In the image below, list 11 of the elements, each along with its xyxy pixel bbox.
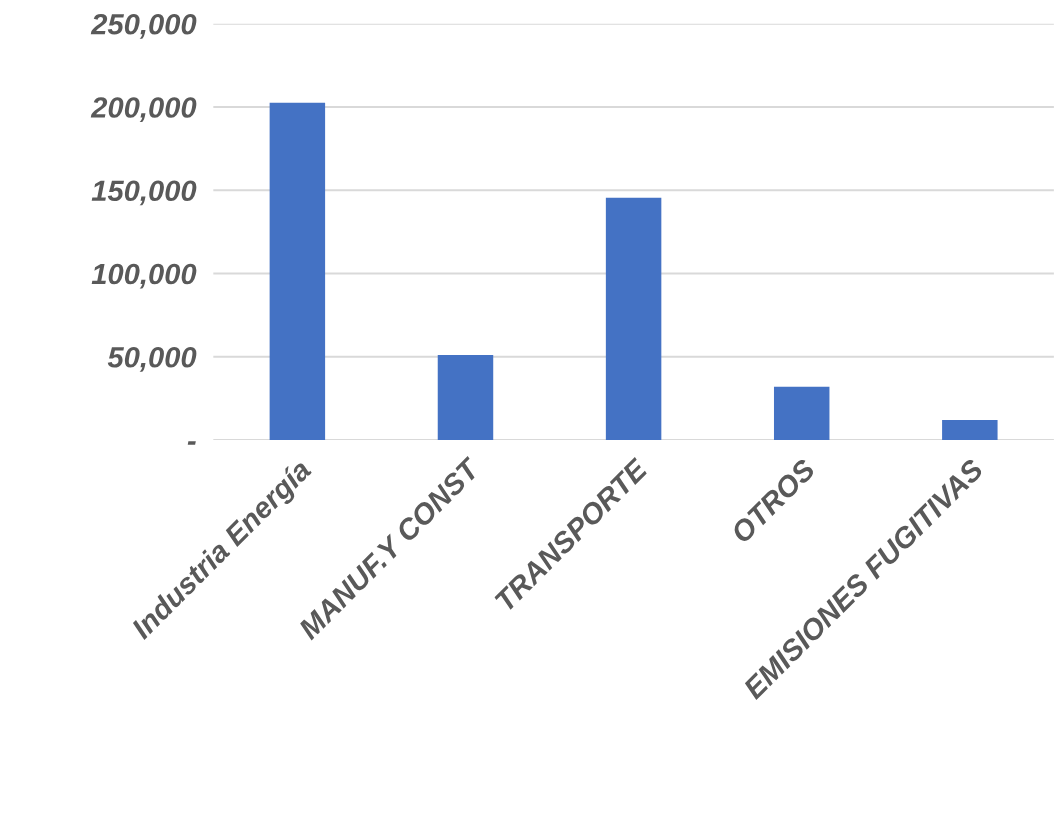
bar <box>605 197 662 441</box>
y-tick-label: 200,000 <box>90 97 197 123</box>
bar <box>269 102 326 441</box>
y-tick-label: 250,000 <box>90 13 197 39</box>
bar <box>773 386 830 441</box>
y-tick-label: 50,000 <box>107 346 197 372</box>
y-tick-label: 100,000 <box>91 263 197 289</box>
y-tick-label: - <box>187 441 196 445</box>
bar <box>437 355 494 441</box>
bar <box>942 420 998 441</box>
y-tick-label: 150,000 <box>91 180 197 206</box>
